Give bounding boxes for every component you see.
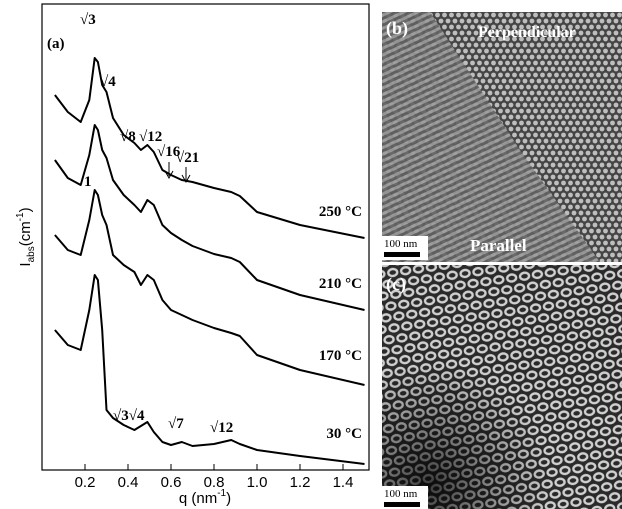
peak-label: √3 bbox=[80, 12, 96, 28]
y-axis-label-sub: abs bbox=[26, 246, 37, 262]
region-label: Parallel bbox=[470, 236, 527, 255]
y-axis-label-unit: (cm bbox=[17, 221, 34, 246]
peak-label: √8 bbox=[120, 129, 136, 145]
peak-label: √3√4 bbox=[113, 408, 145, 424]
series-label: 250 °C bbox=[319, 204, 362, 220]
y-axis-label: Iabs(cm-1) bbox=[15, 207, 37, 266]
peak-label: √21 bbox=[176, 150, 199, 166]
panel-c: (c) 100 nm bbox=[382, 265, 622, 509]
series-label: 210 °C bbox=[319, 276, 362, 292]
panel-label: (a) bbox=[47, 36, 65, 52]
peak-label: √12 bbox=[139, 129, 162, 145]
figure: (b) Perpendicular Parallel 100 nm (c) 10… bbox=[0, 0, 622, 509]
x-tick-label: 0.4 bbox=[118, 474, 139, 491]
scale-bar bbox=[384, 502, 420, 507]
peak-label: √7 bbox=[168, 416, 184, 432]
x-axis-label-text: q (nm bbox=[179, 490, 217, 507]
plot-frame bbox=[42, 4, 369, 470]
x-tick-label: 1.4 bbox=[333, 474, 354, 491]
x-tick-label: 0.6 bbox=[161, 474, 182, 491]
x-tick-label: 1.0 bbox=[247, 474, 268, 491]
series-label: 170 °C bbox=[319, 348, 362, 364]
series-label: 30 °C bbox=[326, 426, 362, 442]
scale-bar-label: 100 nm bbox=[384, 238, 418, 250]
scale-bar-label: 100 nm bbox=[384, 488, 418, 500]
x-axis-label-close: ) bbox=[226, 490, 231, 507]
x-tick-label: 0.2 bbox=[75, 474, 96, 491]
region-label: Perpendicular bbox=[478, 24, 576, 41]
peak-label: 1 bbox=[84, 174, 92, 190]
y-axis-label-close: ) bbox=[17, 207, 34, 212]
panel-b: (b) Perpendicular Parallel 100 nm bbox=[382, 12, 622, 262]
panel-label: (c) bbox=[386, 274, 406, 295]
x-tick-label: 1.2 bbox=[290, 474, 311, 491]
peak-label: √4 bbox=[100, 74, 116, 90]
peak-label: √12 bbox=[210, 420, 233, 436]
panel-label: (b) bbox=[386, 18, 408, 39]
x-tick-label: 0.8 bbox=[204, 474, 225, 491]
scale-bar bbox=[384, 252, 420, 257]
